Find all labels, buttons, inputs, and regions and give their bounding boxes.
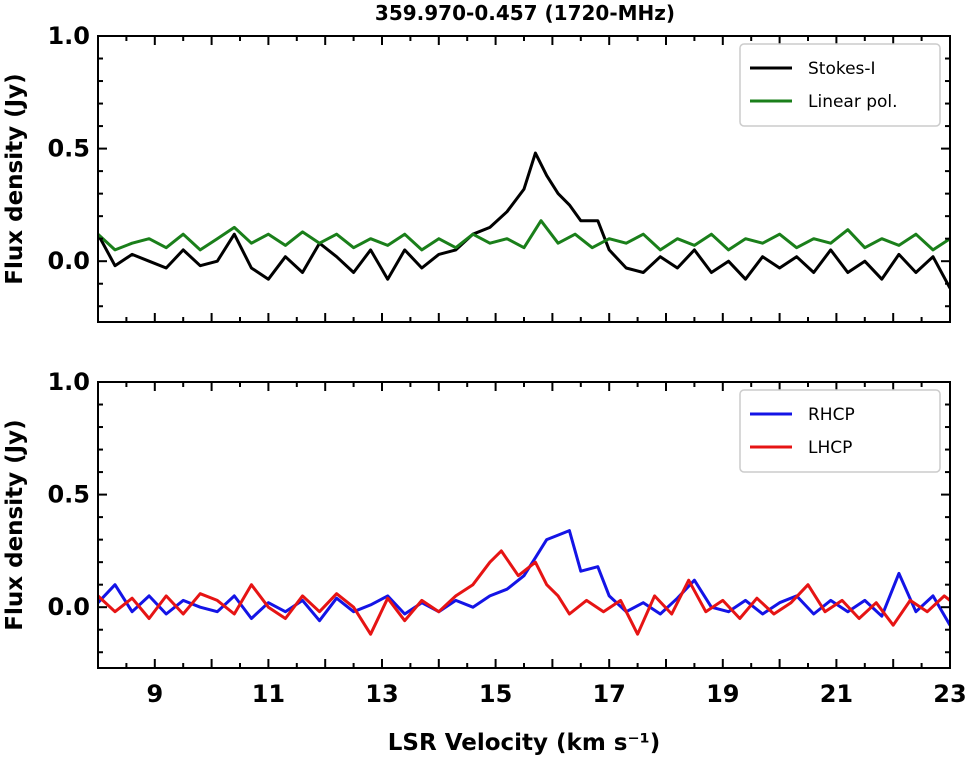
x-tick-label: 13	[365, 680, 398, 708]
series-line-linear-pol	[98, 219, 950, 252]
x-tick-label: 15	[479, 680, 512, 708]
x-tick-label: 11	[252, 680, 285, 708]
series-line-lhcp	[98, 549, 950, 636]
x-tick-label: 19	[706, 680, 739, 708]
panel-bottom: 0.0 0.5 1.0 9 11 13 15 17 19 21 23 Flux density (Jy…	[2, 368, 966, 756]
series-line-stokes-i	[98, 151, 950, 289]
legend-box	[739, 43, 941, 127]
y-axis-title: Flux density (Jy)	[2, 419, 28, 630]
x-axis-title: LSR Velocity (km s⁻¹)	[388, 730, 660, 756]
y-tick-label: 0.0	[47, 247, 90, 275]
x-tick-label: 23	[933, 680, 966, 708]
x-tick-label: 17	[592, 680, 625, 708]
legend-label: LHCP	[808, 438, 852, 458]
x-tick-label: 21	[820, 680, 853, 708]
y-tick-label: 0.0	[47, 593, 90, 621]
legend-label: RHCP	[808, 405, 855, 425]
legend-box	[739, 389, 941, 473]
series-line-rhcp	[98, 529, 950, 626]
legend-label: Stokes-I	[808, 59, 876, 79]
y-tick-label: 1.0	[47, 22, 90, 50]
figure-title: 359.970-0.457 (1720-MHz)	[375, 1, 675, 25]
y-tick-label: 1.0	[47, 368, 90, 396]
legend-label: Linear pol.	[808, 92, 898, 112]
x-tick-label: 9	[146, 680, 163, 708]
panel-top: 0.0 0.5 1.0 Flux density (Jy) Stokes-I Linear…	[2, 22, 951, 323]
y-tick-label: 0.5	[47, 481, 90, 509]
y-axis-title: Flux density (Jy)	[2, 73, 28, 284]
y-tick-label: 0.5	[47, 135, 90, 163]
